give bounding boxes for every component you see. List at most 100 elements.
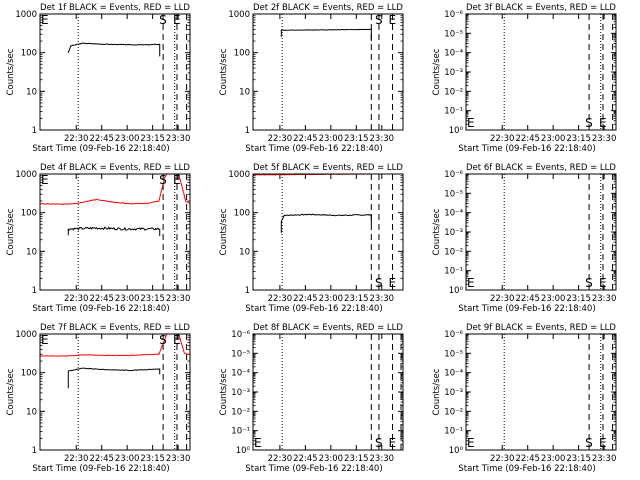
panel-title: Det 3f BLACK = Events, RED = LLD bbox=[466, 3, 616, 13]
y-tick-label: 10⁻⁵ bbox=[444, 349, 463, 359]
marker-label-end: E bbox=[599, 436, 607, 450]
x-tick-label: 23:15 bbox=[344, 454, 369, 464]
x-tick-label: 23:15 bbox=[344, 134, 369, 144]
y-tick-label: 10⁻⁶ bbox=[231, 330, 250, 340]
y-tick-label: 10⁻³ bbox=[444, 68, 463, 78]
y-tick-label: 10⁻² bbox=[444, 247, 463, 257]
y-tick-label: 10 bbox=[239, 87, 250, 97]
x-tick-label: 22:30 bbox=[268, 134, 293, 144]
x-tick-label: 22:45 bbox=[293, 134, 318, 144]
x-tick-label: 22:45 bbox=[89, 454, 114, 464]
panel-det-7: Det 7f BLACK = Events, RED = LLD Counts/s… bbox=[6, 323, 191, 474]
x-tick-label: 23:30 bbox=[592, 294, 617, 304]
marker-label-end: E bbox=[389, 13, 397, 27]
x-tick-label: 22:45 bbox=[515, 454, 540, 464]
y-axis-label: Counts/sec bbox=[6, 208, 16, 255]
x-tick-label: 23:00 bbox=[541, 454, 566, 464]
marker-label-end: E bbox=[173, 333, 181, 347]
x-tick-label: 22:30 bbox=[268, 454, 293, 464]
y-tick-label: 10⁻³ bbox=[444, 388, 463, 398]
x-tick-label: 22:30 bbox=[64, 134, 89, 144]
panel-det-9: Det 9f BLACK = Events, RED = LLD Counts/s… bbox=[432, 323, 617, 474]
y-axis-label: Counts/sec bbox=[432, 48, 442, 95]
series-lld bbox=[39, 173, 191, 206]
plot-frame bbox=[39, 13, 191, 131]
marker-label-end: E bbox=[389, 436, 397, 450]
x-tick-label: 23:15 bbox=[344, 294, 369, 304]
marker-label-end: E bbox=[41, 13, 49, 27]
x-tick-label: 23:00 bbox=[319, 134, 344, 144]
x-tick-label: 23:00 bbox=[541, 134, 566, 144]
marker-label-start: S bbox=[159, 333, 167, 347]
y-tick-label: 1000 bbox=[15, 10, 37, 20]
marker-label-start: S bbox=[375, 436, 383, 450]
x-tick-label: 23:00 bbox=[115, 294, 140, 304]
x-tick-label: 23:00 bbox=[115, 134, 140, 144]
x-tick-label: 23:15 bbox=[566, 454, 591, 464]
series-events bbox=[280, 28, 372, 42]
marker-label-end: E bbox=[173, 13, 181, 27]
y-axis-label: Counts/sec bbox=[219, 208, 229, 255]
plot-frame bbox=[39, 333, 191, 451]
plot-frame bbox=[465, 173, 617, 291]
y-tick-label: 10⁰ bbox=[449, 126, 464, 136]
y-tick-label: 100 bbox=[234, 49, 250, 59]
series-events bbox=[280, 213, 372, 233]
y-tick-label: 10⁰ bbox=[236, 446, 251, 456]
y-tick-label: 1 bbox=[245, 286, 250, 296]
x-tick-label: 23:30 bbox=[166, 454, 191, 464]
y-tick-label: 10⁻⁴ bbox=[231, 369, 250, 379]
marker-label-start: S bbox=[375, 276, 383, 290]
series-events bbox=[67, 367, 161, 389]
x-tick-label: 23:30 bbox=[370, 134, 395, 144]
x-tick-label: 23:30 bbox=[592, 454, 617, 464]
x-tick-label: 22:30 bbox=[490, 454, 515, 464]
y-tick-label: 10⁻¹ bbox=[444, 267, 463, 277]
y-axis-label: Counts/sec bbox=[219, 48, 229, 95]
x-tick-label: 22:45 bbox=[89, 294, 114, 304]
plot-frame bbox=[252, 173, 404, 291]
marker-label-end: E bbox=[467, 436, 475, 450]
panel-title: Det 2f BLACK = Events, RED = LLD bbox=[253, 3, 403, 13]
y-tick-label: 1 bbox=[32, 446, 37, 456]
x-tick-label: 23:00 bbox=[319, 454, 344, 464]
panel-det-8: Det 8f BLACK = Events, RED = LLD Counts/s… bbox=[219, 323, 404, 474]
y-tick-label: 10 bbox=[26, 87, 37, 97]
x-tick-label: 23:30 bbox=[166, 294, 191, 304]
y-tick-label: 10 bbox=[239, 247, 250, 257]
x-tick-label: 23:30 bbox=[166, 134, 191, 144]
panel-title: Det 6f BLACK = Events, RED = LLD bbox=[466, 163, 616, 173]
y-axis-label: Counts/sec bbox=[219, 368, 229, 415]
y-axis-label: Counts/sec bbox=[6, 48, 16, 95]
x-tick-label: 22:45 bbox=[515, 134, 540, 144]
marker-label-end: E bbox=[173, 173, 181, 187]
marker-label-end: E bbox=[41, 173, 49, 187]
panel-det-5: Det 5f BLACK = Events, RED = LLD Counts/s… bbox=[219, 163, 404, 314]
y-tick-label: 1 bbox=[245, 126, 250, 136]
y-tick-label: 10⁻¹ bbox=[444, 107, 463, 117]
panel-det-1: Det 1f BLACK = Events, RED = LLD Counts/s… bbox=[6, 3, 191, 154]
marker-label-end: E bbox=[41, 333, 49, 347]
x-axis-label: Start Time (09-Feb-16 22:18:40) bbox=[32, 304, 169, 314]
marker-label-start: S bbox=[585, 436, 593, 450]
y-tick-label: 100 bbox=[21, 49, 37, 59]
panel-det-4: Det 4f BLACK = Events, RED = LLD Counts/s… bbox=[6, 163, 191, 314]
marker-label-start: S bbox=[159, 173, 167, 187]
x-tick-label: 22:45 bbox=[293, 454, 318, 464]
x-tick-label: 23:00 bbox=[541, 294, 566, 304]
x-tick-label: 22:30 bbox=[490, 294, 515, 304]
panel-title: Det 9f BLACK = Events, RED = LLD bbox=[466, 323, 616, 333]
panel-title: Det 1f BLACK = Events, RED = LLD bbox=[40, 3, 190, 13]
y-tick-label: 10⁻³ bbox=[231, 388, 250, 398]
y-tick-label: 10⁻¹ bbox=[444, 427, 463, 437]
x-tick-label: 23:30 bbox=[592, 134, 617, 144]
y-axis-label: Counts/sec bbox=[432, 368, 442, 415]
panel-title: Det 4f BLACK = Events, RED = LLD bbox=[40, 163, 190, 173]
panel-det-3: Det 3f BLACK = Events, RED = LLD Counts/s… bbox=[432, 3, 617, 154]
x-tick-label: 23:00 bbox=[115, 454, 140, 464]
x-tick-label: 23:15 bbox=[566, 294, 591, 304]
x-axis-label: Start Time (09-Feb-16 22:18:40) bbox=[458, 304, 595, 314]
x-axis-label: Start Time (09-Feb-16 22:18:40) bbox=[245, 144, 382, 154]
y-tick-label: 1000 bbox=[15, 330, 37, 340]
y-tick-label: 1 bbox=[32, 286, 37, 296]
